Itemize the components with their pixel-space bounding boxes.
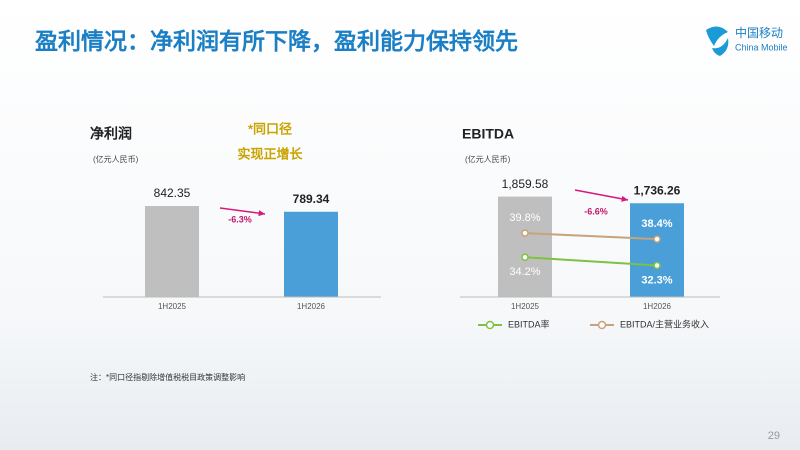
chart-subtitle: (亿元人民币) (465, 154, 511, 164)
chart-subtitle: (亿元人民币) (93, 154, 139, 164)
value-label: 789.34 (293, 192, 330, 206)
line (524, 232, 658, 241)
point-label: 32.3% (641, 274, 672, 286)
annotation: 实现正增长 (237, 146, 303, 161)
point (653, 235, 661, 243)
change-label: -6.3% (228, 214, 252, 224)
x-tick-label: 1H2025 (158, 302, 187, 311)
change-label: -6.6% (584, 206, 608, 216)
bar (630, 203, 684, 297)
legend-label: EBITDA率 (508, 318, 550, 329)
point-label: 38.4% (641, 218, 672, 230)
arrow (219, 207, 266, 215)
x-tick-label: 1H2026 (297, 302, 326, 311)
value-label: 1,859.58 (502, 177, 549, 191)
legend-marker (485, 320, 495, 330)
page-number: 29 (768, 430, 780, 442)
legend-label: EBITDA/主营业务收入 (620, 318, 709, 329)
point-label: 34.2% (509, 266, 540, 278)
point (521, 253, 529, 262)
chart-title: 净利润 (90, 126, 132, 142)
value-label: 1,736.26 (634, 183, 681, 197)
arrow (574, 189, 629, 201)
footnote: 注：*同口径指剔除增值税税目政策调整影响 (90, 372, 245, 382)
slide-title: 盈利情况：净利润有所下降，盈利能力保持领先 (34, 28, 518, 54)
arrow-head (621, 195, 628, 202)
x-tick-label: 1H2025 (511, 302, 540, 311)
point-label: 39.8% (509, 212, 540, 224)
annotation: *同口径 (248, 121, 292, 136)
bar (145, 206, 199, 297)
point (653, 261, 661, 270)
bar (284, 211, 338, 297)
chart-title: EBITDA (462, 126, 514, 142)
value-label: 842.35 (154, 186, 191, 200)
logo-en: China Mobile (735, 42, 788, 52)
line (524, 256, 658, 267)
point (521, 229, 529, 237)
logo-icon (706, 26, 729, 56)
x-tick-label: 1H2026 (643, 302, 672, 311)
logo-cn: 中国移动 (735, 25, 783, 40)
logo: 中国移动 China Mobile (706, 25, 788, 56)
legend-marker (597, 320, 607, 330)
arrow-head (258, 210, 265, 217)
bar (498, 196, 552, 297)
